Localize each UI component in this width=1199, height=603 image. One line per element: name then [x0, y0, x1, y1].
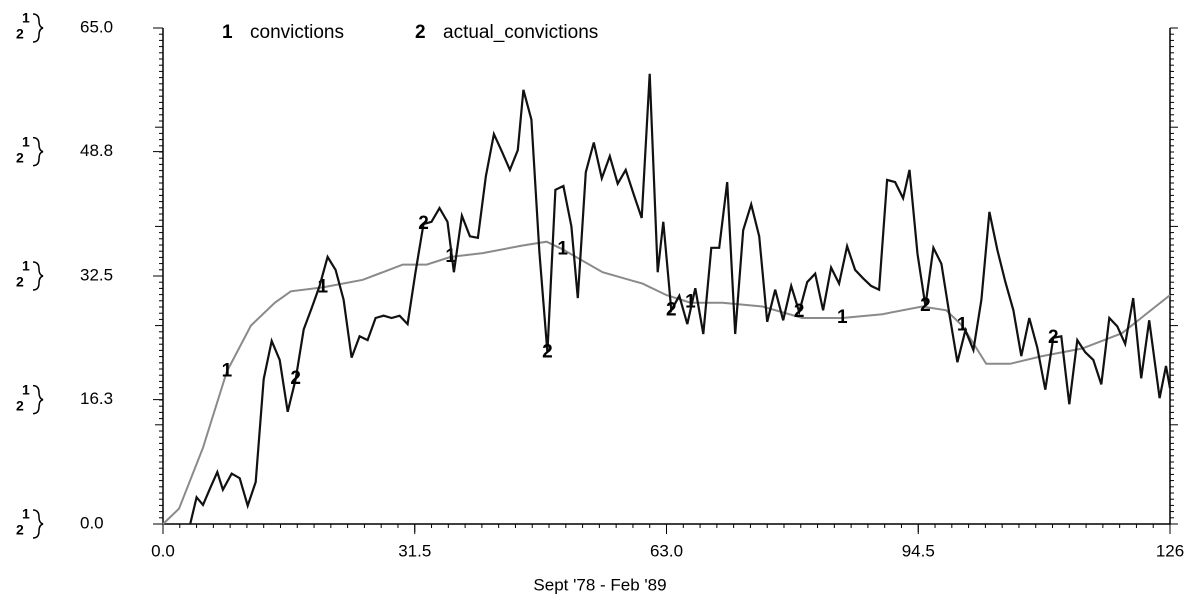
y-tick-label: 65.0: [80, 17, 113, 36]
x-tick-label: 0.0: [151, 541, 175, 560]
axis-series-marker: 2: [16, 149, 24, 165]
axis-series-marker: 1: [22, 506, 30, 522]
line-label: 1: [318, 276, 329, 297]
axis-series-marker: 2: [16, 26, 24, 42]
line-label: 2: [666, 299, 677, 320]
series-line: [189, 73, 1172, 525]
line-label: 2: [1048, 327, 1059, 348]
brace: [32, 136, 44, 167]
line-label: 2: [920, 295, 931, 316]
legend-number: 1: [222, 22, 233, 43]
brace: [32, 13, 44, 43]
x-tick-label: 126: [1156, 541, 1184, 560]
brace: [32, 261, 44, 291]
brace: [32, 384, 44, 415]
x-tick-label: 63.0: [650, 541, 683, 560]
axis-series-marker: 1: [22, 133, 30, 149]
legend-label: convictions: [250, 22, 344, 43]
line-label: 1: [957, 315, 968, 336]
line-label: 1: [837, 307, 848, 328]
y-tick-label: 0.0: [80, 513, 104, 532]
x-tick-label: 94.5: [902, 541, 935, 560]
brace: [32, 509, 44, 539]
axis-series-marker: 2: [16, 274, 24, 290]
series-line: [162, 240, 1171, 525]
line-label: 1: [222, 360, 233, 381]
legend-label: actual_convictions: [443, 22, 598, 43]
axis-series-marker: 1: [22, 381, 30, 397]
legend-number: 2: [415, 22, 426, 43]
axis-series-marker: 2: [16, 522, 24, 538]
y-tick-label: 48.8: [80, 141, 113, 160]
y-tick-label: 32.5: [80, 265, 113, 284]
x-axis-label: Sept '78 - Feb '89: [533, 575, 666, 594]
axis-series-marker: 2: [16, 397, 24, 413]
line-label: 1: [557, 238, 568, 259]
line-label: 2: [794, 301, 805, 322]
y-tick-label: 16.3: [80, 389, 113, 408]
axis-series-marker: 1: [22, 10, 30, 26]
line-label: 2: [290, 368, 301, 389]
x-tick-label: 31.5: [398, 541, 431, 560]
axis-series-marker: 1: [22, 258, 30, 274]
line-label: 2: [542, 341, 553, 362]
line-label: 1: [685, 292, 696, 313]
line-label: 2: [418, 213, 429, 234]
